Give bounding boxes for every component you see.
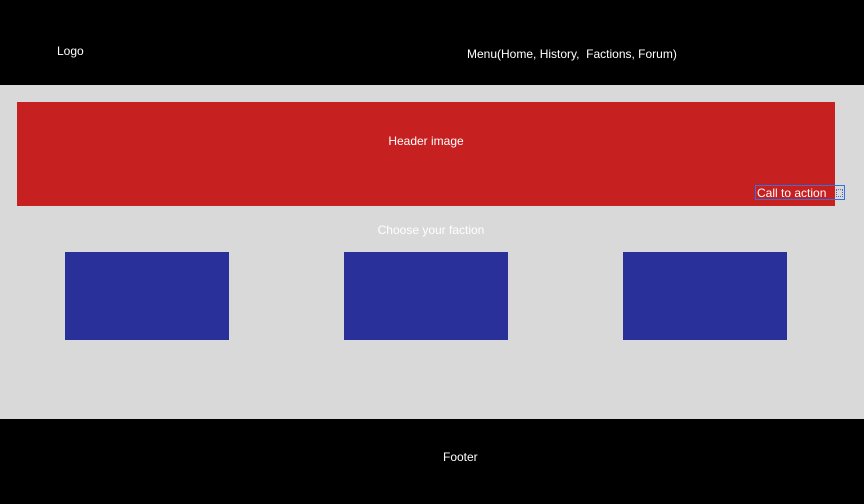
footer: Footer [0, 419, 864, 504]
choose-faction-heading: Choose your faction [377, 223, 485, 237]
faction-card-1[interactable] [65, 252, 229, 340]
logo[interactable]: Logo [57, 44, 84, 58]
header-image: Header image [17, 102, 835, 206]
call-to-action-label: Call to action [757, 186, 827, 200]
call-to-action-button[interactable]: Call to action [755, 185, 845, 200]
footer-label: Footer [443, 450, 478, 464]
resize-handle-icon[interactable] [836, 189, 843, 197]
faction-card-3[interactable] [623, 252, 787, 340]
header-image-label: Header image [388, 134, 464, 148]
faction-card-2[interactable] [344, 252, 508, 340]
top-navigation-bar: Logo Menu(Home, History, Factions, Forum… [0, 0, 864, 85]
main-menu[interactable]: Menu(Home, History, Factions, Forum) [467, 47, 677, 61]
